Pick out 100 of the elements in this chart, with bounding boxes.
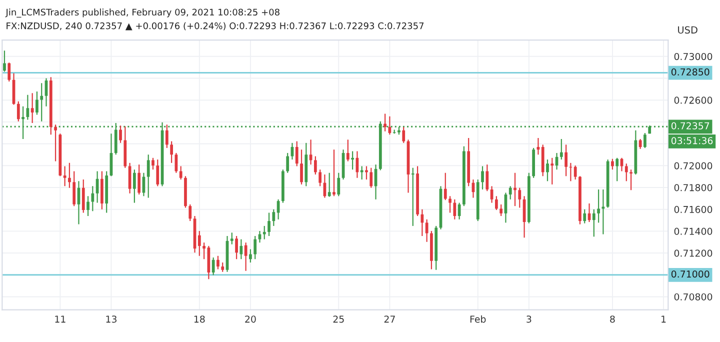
candlestick: [411, 167, 414, 227]
candlestick: [268, 212, 270, 237]
candlestick: [384, 113, 386, 132]
candlestick: [295, 140, 298, 167]
chart-title: Jin_LCMSTraders published, February 09, 2021 10:08:25 +08: [5, 8, 280, 18]
candlestick: [318, 169, 322, 187]
candlestick: [30, 92, 34, 124]
x-tick-label: 11: [55, 316, 66, 323]
y-tick-label: 0.71200: [674, 250, 712, 257]
candlestick: [500, 204, 503, 217]
candlestick: [244, 242, 248, 272]
x-tick-label: 8: [610, 316, 615, 323]
candlestick: [328, 172, 331, 198]
candlestick: [495, 196, 498, 211]
candlestick: [286, 152, 290, 174]
candlestick: [332, 149, 336, 197]
candlestick: [644, 132, 646, 149]
candlestick: [365, 166, 368, 180]
candlestick: [402, 126, 406, 144]
candlestick: [481, 166, 484, 190]
candlestick: [262, 225, 266, 240]
candlestick: [54, 124, 57, 162]
x-tick-label: Feb: [470, 315, 486, 323]
candlestick: [486, 164, 489, 192]
candlestick: [272, 208, 276, 227]
y-tick-label: 0.71400: [674, 228, 712, 235]
x-tick-label: 1: [662, 316, 666, 323]
candlestick: [82, 178, 85, 214]
candlestick: [146, 154, 150, 198]
candlestick: [68, 162, 71, 188]
candlestick: [240, 238, 243, 260]
candlestick: [346, 139, 350, 162]
candlestick: [592, 208, 596, 238]
candlestick: [212, 256, 215, 276]
candlestick: [425, 218, 428, 242]
candlestick: [8, 62, 11, 82]
candlestick: [179, 166, 182, 180]
candlestick: [230, 232, 234, 245]
candlestick: [216, 255, 220, 270]
candlestick: [453, 198, 456, 220]
ref-line-label: 0.72850: [671, 68, 710, 76]
candlestick: [314, 156, 317, 176]
candlestick: [16, 100, 20, 122]
candlestick: [360, 166, 364, 180]
candlestick: [91, 186, 94, 212]
candlestick: [574, 164, 577, 180]
candlestick: [448, 196, 452, 214]
x-tick-label: 18: [194, 316, 205, 323]
y-tick-label: 0.72600: [674, 96, 712, 104]
candlestick: [616, 157, 619, 182]
candlestick: [583, 208, 586, 224]
candlestick: [518, 187, 522, 208]
candlestick: [235, 235, 238, 260]
text: 03:51:36: [671, 137, 713, 144]
candlestick: [508, 186, 512, 200]
y-tick-label: 0.73000: [674, 52, 712, 60]
candlestick: [86, 196, 90, 217]
candlestick: [351, 150, 354, 170]
x-tick-label: 27: [384, 316, 395, 323]
candlestick: [630, 169, 632, 191]
candlestick: [202, 242, 206, 260]
x-tick-label: 13: [106, 316, 116, 323]
candlestick: [560, 138, 563, 160]
candlestick: [26, 94, 30, 120]
y-tick-label: 0.71800: [674, 184, 712, 192]
candlestick: [420, 208, 424, 237]
candlestick: [550, 157, 554, 185]
candlestick: [132, 169, 136, 204]
candlestick: [63, 166, 66, 187]
candlestick: [611, 158, 614, 170]
x-tick-label: 20: [245, 316, 256, 323]
candlestick: [624, 163, 628, 182]
candlestick: [170, 140, 173, 164]
ref-line-label: 0.71000: [671, 270, 710, 278]
candlestick: [638, 138, 642, 150]
candlestick: [156, 158, 160, 187]
candlestick: [602, 188, 605, 235]
candlestick: [119, 125, 122, 144]
y-tick-label: 0.71600: [674, 206, 712, 214]
candlestick: [370, 167, 373, 188]
candlestick: [546, 158, 549, 182]
candlestick: [514, 172, 516, 207]
candlestick: [3, 50, 6, 72]
candlestick: [249, 248, 252, 264]
candlestick: [337, 172, 340, 197]
candlestick: [254, 235, 257, 260]
y-tick-label: 0.72000: [674, 162, 712, 170]
text: USD: [678, 26, 698, 34]
candlestick: [300, 149, 303, 185]
candlestick: [221, 262, 224, 272]
candlestick: [40, 82, 44, 122]
candlestick: [444, 172, 447, 201]
candlestick: [165, 124, 168, 149]
chart-subtitle: FX:NZDUSD, 240 0.72357 ▲ +0.00176 (+0.24%) O:0.72293 H:0.72367 L:0.72293 C:0.72357: [6, 22, 424, 30]
candlestick: [198, 230, 201, 256]
candlestick: [188, 204, 192, 222]
candlestick: [152, 157, 154, 170]
candlestick: [138, 164, 141, 196]
candlestick: [597, 188, 600, 224]
x-tick-label: 25: [333, 316, 344, 323]
